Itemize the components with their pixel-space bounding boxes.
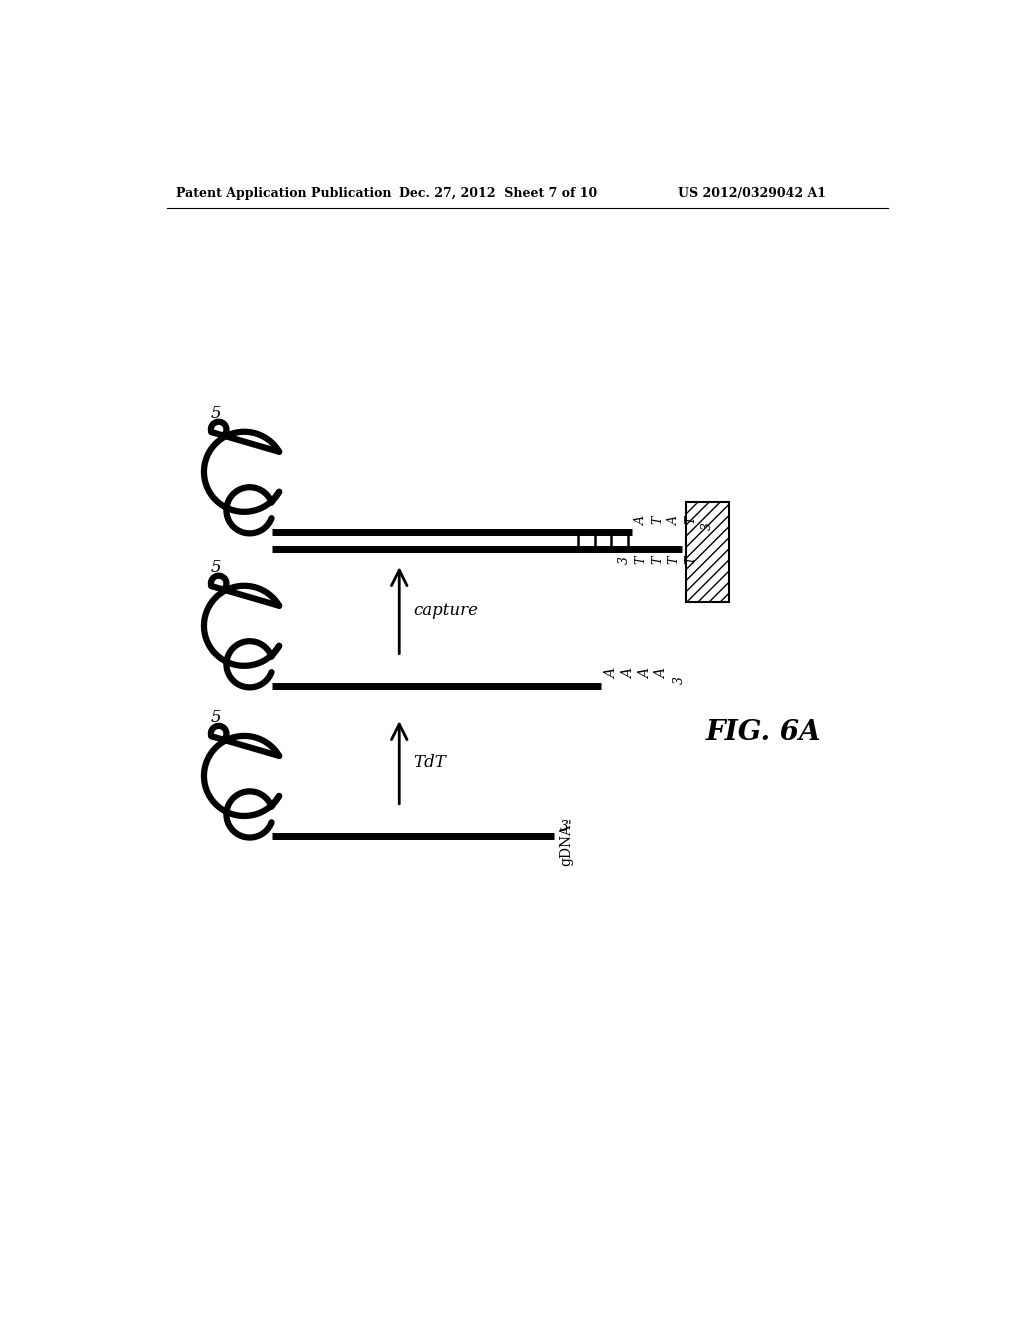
Bar [686, 502, 729, 602]
Text: T: T [684, 516, 697, 524]
Text: capture: capture [414, 602, 478, 619]
Text: FIG. 6A: FIG. 6A [706, 718, 821, 746]
Text: 3: 3 [701, 521, 714, 529]
Text: 3: 3 [617, 556, 631, 564]
Text: Dec. 27, 2012  Sheet 7 of 10: Dec. 27, 2012 Sheet 7 of 10 [399, 186, 597, 199]
Text: A: A [639, 669, 652, 680]
Text: T: T [651, 516, 665, 524]
Text: A: A [622, 669, 636, 680]
Text: 3': 3' [560, 820, 572, 834]
Text: A: A [605, 669, 620, 680]
Text: TdT: TdT [414, 754, 446, 771]
Text: 5: 5 [211, 709, 221, 726]
Text: T: T [668, 556, 681, 564]
Text: 3: 3 [673, 676, 685, 684]
Text: 5: 5 [211, 405, 221, 422]
Text: A: A [635, 516, 647, 525]
Text: Patent Application Publication: Patent Application Publication [176, 186, 391, 199]
Text: gDNA: gDNA [560, 824, 573, 866]
Text: US 2012/0329042 A1: US 2012/0329042 A1 [678, 186, 826, 199]
Text: 5: 5 [211, 558, 221, 576]
Text: T: T [684, 556, 697, 564]
Text: A: A [668, 516, 681, 525]
Text: T: T [651, 556, 665, 564]
Text: A: A [655, 669, 670, 680]
Text: T: T [635, 556, 647, 564]
